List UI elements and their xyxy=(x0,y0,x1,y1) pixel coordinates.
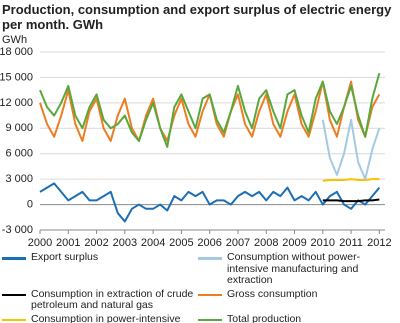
x-tick-label: 2008 xyxy=(254,237,278,249)
x-tick-label: 2010 xyxy=(311,237,335,249)
legend-item: Total production xyxy=(198,312,398,323)
legend: Export surplus Consumption in extraction … xyxy=(2,251,398,323)
legend-swatch xyxy=(2,318,26,321)
legend-swatch xyxy=(2,293,26,296)
series-line xyxy=(322,178,380,182)
chart-title: Production, consumption and export surpl… xyxy=(2,2,392,32)
x-tick-label: 2005 xyxy=(169,237,193,249)
y-tick-label: 12 000 xyxy=(0,97,33,109)
legend-item: Gross consumption xyxy=(198,287,398,312)
x-tick-label: 2004 xyxy=(141,237,165,249)
legend-label: Gross consumption xyxy=(227,287,318,300)
legend-swatch xyxy=(198,257,222,260)
legend-item: Consumption without power-intensive manu… xyxy=(198,251,398,287)
series-line xyxy=(322,198,380,203)
y-tick-label: -3 000 xyxy=(2,224,33,236)
x-tick-label: 2007 xyxy=(226,237,250,249)
y-tick-label: 0 xyxy=(27,198,33,210)
y-tick-label: 6 000 xyxy=(5,148,33,160)
legend-label: Consumption in extraction of crude petro… xyxy=(31,287,194,311)
legend-label: Consumption in power-intensive manufactu… xyxy=(31,312,181,323)
legend-item: Consumption in power-intensive manufactu… xyxy=(2,312,194,323)
series-line xyxy=(321,118,381,181)
chart: GWh -3 000 0 3 000 6 000 9 000 12 000 15 000 18… xyxy=(0,34,392,249)
legend-label: Consumption without power-intensive manu… xyxy=(227,251,361,286)
y-axis-label: GWh xyxy=(2,34,27,46)
x-tick-label: 2009 xyxy=(282,237,306,249)
series-line xyxy=(39,182,381,223)
legend-label: Export surplus xyxy=(31,251,99,263)
series-line xyxy=(39,72,381,148)
x-tick-label: 2011 xyxy=(339,237,363,249)
y-tick-label: 9 000 xyxy=(5,122,33,134)
series-line xyxy=(39,80,381,142)
legend-swatch xyxy=(198,318,222,321)
x-tick-label: 2006 xyxy=(197,237,221,249)
x-tick-label: 2012 xyxy=(367,237,391,249)
x-tick-label: 2003 xyxy=(113,237,137,249)
y-tick-label: 18 000 xyxy=(0,46,33,58)
y-tick-label: 3 000 xyxy=(5,173,33,185)
legend-item: Consumption in extraction of crude petro… xyxy=(2,287,194,312)
legend-swatch xyxy=(2,257,26,260)
legend-item: Export surplus xyxy=(2,251,194,287)
legend-swatch xyxy=(198,293,222,296)
y-tick-label: 15 000 xyxy=(0,71,33,83)
x-tick-label: 2002 xyxy=(84,237,108,249)
x-tick-label: 2000 xyxy=(28,237,52,249)
legend-label: Total production xyxy=(227,312,302,323)
x-tick-label: 2001 xyxy=(56,237,80,249)
